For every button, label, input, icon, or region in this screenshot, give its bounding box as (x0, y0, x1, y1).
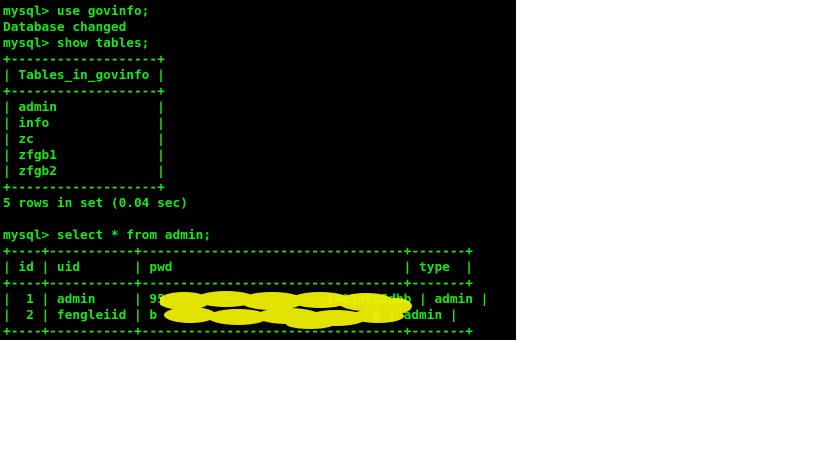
admin-header-row: | id | uid | pwd | type | (3, 260, 473, 275)
admin-row-1: | 1 | admin | 95 1903d6b5dbb | admin | (3, 292, 489, 307)
prompt-use-govinfo: mysql> use govinfo; (3, 4, 150, 19)
admin-border-top: +----+-----------+----------------------… (3, 244, 473, 259)
tables-row-zfgb1: | zfgb1 | (3, 148, 165, 163)
tables-border-top: +-------------------+ (3, 52, 165, 67)
mysql-console-window[interactable]: mysql> use govinfo; Database changed mys… (0, 0, 516, 340)
prompt-show-tables: mysql> show tables; (3, 36, 150, 51)
tables-header: | Tables_in_govinfo | (3, 68, 165, 83)
tables-border-mid: +-------------------+ (3, 84, 165, 99)
prompt-select-admin: mysql> select * from admin; (3, 228, 212, 243)
output-database-changed: Database changed (3, 20, 127, 35)
admin-border-bottom: +----+-----------+----------------------… (3, 324, 473, 339)
tables-border-bottom: +-------------------+ (3, 180, 165, 195)
admin-border-mid: +----+-----------+----------------------… (3, 276, 473, 291)
tables-row-admin: | admin | (3, 100, 165, 115)
tables-row-zfgb2: | zfgb2 | (3, 164, 165, 179)
output-rows-in-set: 5 rows in set (0.04 sec) (3, 196, 188, 211)
tables-row-info: | info | (3, 116, 165, 131)
tables-row-zc: | zc | (3, 132, 165, 147)
admin-row-2: | 2 | fengleiid | b 8 | admin | (3, 308, 458, 323)
